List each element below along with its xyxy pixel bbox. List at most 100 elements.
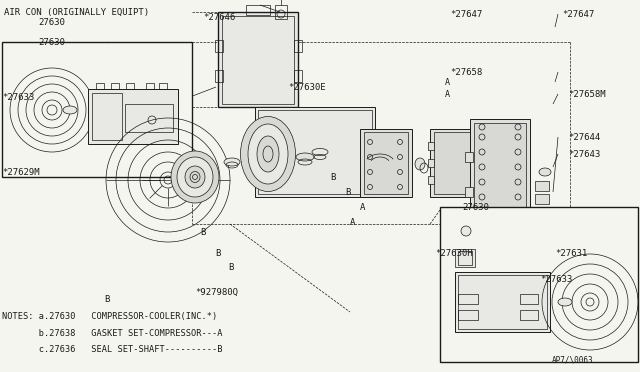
Bar — [428, 159, 434, 167]
Ellipse shape — [253, 135, 271, 173]
Text: *27658: *27658 — [450, 67, 483, 77]
Bar — [535, 208, 555, 217]
Circle shape — [461, 226, 471, 236]
Bar — [246, 5, 270, 15]
Bar — [465, 152, 473, 162]
Ellipse shape — [177, 157, 213, 197]
Text: A: A — [445, 77, 450, 87]
Ellipse shape — [453, 312, 467, 322]
Bar — [88, 89, 178, 144]
Ellipse shape — [296, 153, 314, 161]
Circle shape — [267, 174, 273, 180]
Circle shape — [479, 124, 485, 130]
Bar — [472, 176, 478, 184]
Bar — [448, 337, 488, 357]
Circle shape — [515, 149, 521, 155]
Circle shape — [515, 179, 521, 185]
Ellipse shape — [63, 106, 77, 114]
Bar — [125, 104, 173, 132]
Bar — [535, 243, 555, 252]
Text: c.27636   SEAL SET-SHAFT----------B: c.27636 SEAL SET-SHAFT----------B — [2, 346, 223, 355]
Bar — [258, 110, 372, 194]
Text: AP7/\0063: AP7/\0063 — [552, 356, 594, 365]
Bar — [470, 119, 530, 224]
Circle shape — [515, 134, 521, 140]
Bar — [535, 231, 555, 240]
Circle shape — [479, 179, 485, 185]
Bar — [96, 83, 104, 89]
Bar — [520, 310, 538, 320]
Circle shape — [479, 134, 485, 140]
Bar — [535, 194, 549, 204]
Bar — [458, 294, 478, 304]
Ellipse shape — [539, 168, 551, 176]
Ellipse shape — [248, 124, 288, 184]
Circle shape — [479, 209, 485, 215]
Text: *27629M: *27629M — [2, 167, 40, 176]
Bar — [430, 129, 478, 197]
Bar — [440, 207, 638, 362]
Text: *27633: *27633 — [540, 275, 572, 283]
Bar — [255, 107, 375, 197]
Text: *27633: *27633 — [2, 93, 35, 102]
Ellipse shape — [257, 136, 279, 172]
Text: B: B — [345, 187, 350, 196]
Text: *27644: *27644 — [568, 132, 600, 141]
Bar — [458, 275, 547, 329]
Circle shape — [541, 306, 549, 314]
Text: 27630: 27630 — [462, 202, 489, 212]
Ellipse shape — [558, 298, 572, 306]
Bar — [458, 251, 472, 265]
Text: A: A — [350, 218, 355, 227]
Ellipse shape — [415, 158, 425, 170]
Bar — [455, 249, 475, 267]
Text: b.27638   GASKET SET-COMPRESSOR---A: b.27638 GASKET SET-COMPRESSOR---A — [2, 330, 223, 339]
Text: *27630H: *27630H — [435, 250, 472, 259]
Bar — [364, 132, 408, 194]
Bar — [520, 294, 538, 304]
Circle shape — [479, 164, 485, 170]
Bar — [294, 40, 302, 52]
Bar — [535, 181, 549, 191]
Bar — [474, 123, 526, 220]
Circle shape — [515, 124, 521, 130]
Bar — [159, 83, 167, 89]
Bar — [215, 40, 223, 52]
Ellipse shape — [224, 158, 240, 166]
Bar — [535, 219, 555, 228]
Bar — [428, 176, 434, 184]
Text: *927980Q: *927980Q — [195, 288, 238, 296]
Bar — [2, 42, 192, 177]
Circle shape — [479, 149, 485, 155]
Text: *27647: *27647 — [562, 10, 595, 19]
Text: *27646: *27646 — [203, 13, 236, 22]
Bar — [215, 70, 223, 82]
Bar — [570, 335, 615, 357]
Circle shape — [540, 295, 550, 305]
Text: 27630: 27630 — [38, 17, 65, 26]
Circle shape — [515, 209, 521, 215]
Circle shape — [515, 164, 521, 170]
Bar — [472, 159, 478, 167]
Bar — [428, 142, 434, 150]
Bar — [465, 187, 473, 197]
Bar — [472, 142, 478, 150]
Text: B: B — [228, 263, 234, 272]
Ellipse shape — [581, 304, 591, 320]
Bar — [218, 12, 298, 107]
Circle shape — [479, 194, 485, 200]
Text: B: B — [215, 250, 220, 259]
Bar — [455, 272, 550, 332]
Ellipse shape — [247, 124, 277, 184]
Bar — [126, 83, 134, 89]
Bar — [360, 129, 412, 197]
Bar — [574, 338, 611, 354]
Bar — [111, 83, 119, 89]
Bar — [92, 93, 122, 140]
Circle shape — [515, 194, 521, 200]
Text: *27631: *27631 — [555, 250, 588, 259]
Bar — [537, 260, 555, 270]
Bar — [535, 258, 557, 272]
Bar — [452, 340, 484, 354]
Ellipse shape — [171, 151, 219, 203]
